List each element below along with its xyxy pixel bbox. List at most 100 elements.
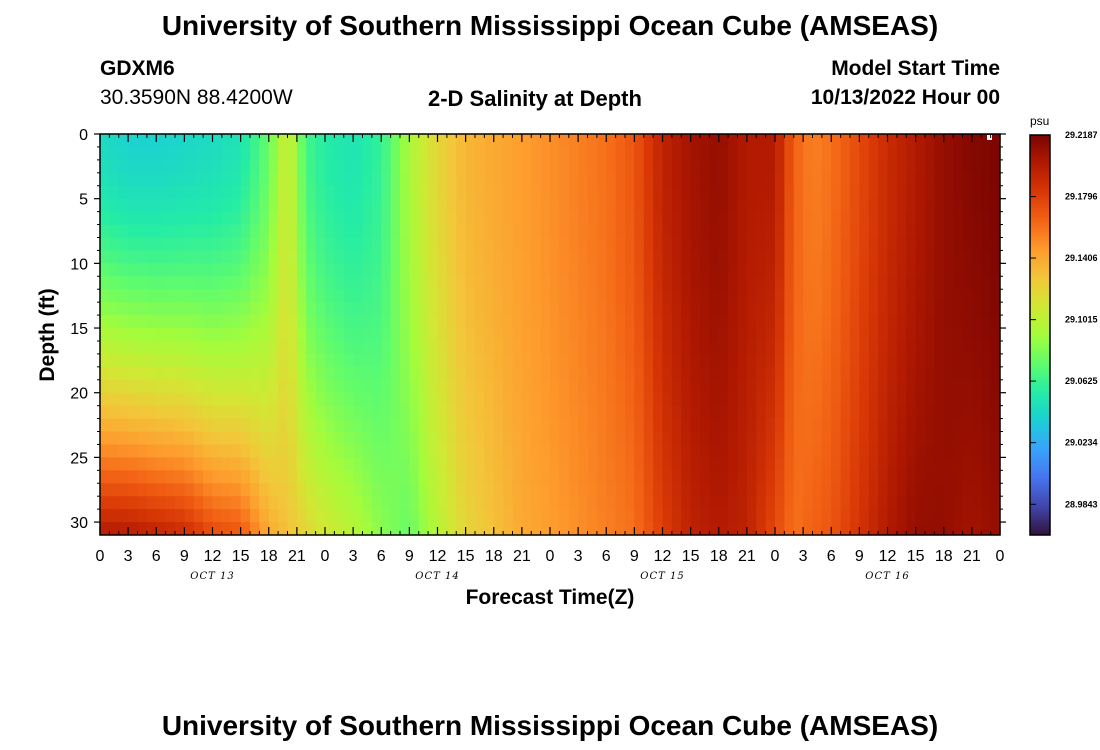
heatmap-cell bbox=[193, 315, 204, 329]
heatmap-cell bbox=[578, 159, 589, 174]
heatmap-cell bbox=[775, 198, 785, 213]
chart-title: University of Southern Mississippi Ocean… bbox=[161, 10, 939, 41]
heatmap-cell bbox=[231, 315, 242, 329]
heatmap-cell bbox=[240, 198, 251, 213]
heatmap-cell bbox=[615, 237, 626, 252]
heatmap-cell bbox=[850, 444, 860, 458]
heatmap-cell bbox=[221, 315, 232, 329]
heatmap-cell bbox=[306, 444, 317, 458]
heatmap-cell bbox=[521, 340, 532, 355]
heatmap-cell bbox=[146, 444, 157, 458]
heatmap-cell bbox=[596, 250, 607, 264]
heatmap-cell bbox=[878, 198, 889, 213]
heatmap-cell bbox=[896, 211, 907, 226]
x-tick-label: 0 bbox=[96, 548, 105, 565]
heatmap-cell bbox=[371, 353, 382, 368]
heatmap-cell bbox=[981, 289, 992, 303]
heatmap-cell bbox=[906, 159, 917, 174]
heatmap-cell bbox=[596, 198, 607, 213]
heatmap-cell bbox=[437, 211, 448, 226]
heatmap-cell bbox=[625, 134, 635, 148]
heatmap-cell bbox=[859, 431, 870, 446]
heatmap-cell bbox=[100, 392, 110, 407]
heatmap-cell bbox=[531, 211, 542, 226]
heatmap-cell bbox=[100, 379, 110, 394]
heatmap-cell bbox=[193, 509, 204, 523]
heatmap-cell bbox=[840, 198, 851, 213]
heatmap-cell bbox=[746, 328, 757, 342]
heatmap-cell bbox=[765, 353, 776, 368]
heatmap-cell bbox=[906, 172, 917, 187]
heatmap-cell bbox=[221, 224, 232, 239]
heatmap-cell bbox=[915, 198, 926, 213]
heatmap-cell bbox=[981, 444, 992, 458]
heatmap-cell bbox=[971, 185, 982, 200]
heatmap-cell bbox=[381, 237, 392, 252]
heatmap-cell bbox=[409, 250, 420, 264]
heatmap-cell bbox=[456, 315, 467, 329]
heatmap-cell bbox=[606, 315, 617, 329]
heatmap-cell bbox=[671, 198, 682, 213]
heatmap-cell bbox=[634, 405, 645, 420]
heatmap-cell bbox=[943, 289, 954, 303]
heatmap-cell bbox=[231, 392, 242, 407]
heatmap-cell bbox=[962, 522, 973, 535]
heatmap-cell bbox=[493, 509, 504, 523]
heatmap-cell bbox=[212, 185, 223, 200]
heatmap-cell bbox=[231, 340, 242, 355]
heatmap-cell bbox=[606, 224, 617, 239]
heatmap-cell bbox=[728, 340, 739, 355]
heatmap-cell bbox=[878, 470, 889, 484]
heatmap-cell bbox=[840, 263, 851, 277]
heatmap-cell bbox=[925, 211, 935, 226]
heatmap-cell bbox=[934, 250, 945, 264]
heatmap-cell bbox=[859, 366, 870, 381]
heatmap-cell bbox=[643, 172, 654, 187]
heatmap-cell bbox=[306, 134, 317, 148]
heatmap-cell bbox=[446, 522, 457, 535]
heatmap-cell bbox=[653, 392, 664, 407]
heatmap-cell bbox=[953, 379, 964, 394]
heatmap-cell bbox=[775, 522, 785, 535]
heatmap-cell bbox=[296, 457, 307, 471]
heatmap-cell bbox=[343, 328, 354, 342]
heatmap-cell bbox=[418, 328, 429, 342]
heatmap-cell bbox=[653, 211, 664, 226]
heatmap-cell bbox=[803, 379, 814, 394]
heatmap-cell bbox=[334, 302, 345, 316]
heatmap-cell bbox=[512, 159, 523, 174]
heatmap-cell bbox=[765, 237, 776, 252]
heatmap-cell bbox=[437, 172, 448, 187]
heatmap-cell bbox=[465, 159, 476, 174]
heatmap-cell bbox=[559, 457, 570, 471]
heatmap-cell bbox=[728, 496, 739, 510]
heatmap-cell bbox=[906, 276, 917, 290]
heatmap-cell bbox=[925, 224, 935, 239]
heatmap-cell bbox=[943, 237, 954, 252]
heatmap-cell bbox=[540, 457, 551, 471]
footer-title: University of Southern Mississippi Ocean… bbox=[161, 710, 939, 741]
heatmap-cell bbox=[212, 392, 223, 407]
heatmap-cell bbox=[353, 418, 364, 433]
heatmap-cell bbox=[953, 134, 964, 148]
heatmap-cell bbox=[709, 185, 720, 200]
heatmap-cell bbox=[156, 340, 167, 355]
heatmap-cell bbox=[700, 315, 710, 329]
heatmap-cell bbox=[118, 522, 129, 535]
heatmap-cell bbox=[821, 522, 832, 535]
heatmap-cell bbox=[503, 250, 514, 264]
heatmap-cell bbox=[671, 470, 682, 484]
heatmap-cell bbox=[100, 457, 110, 471]
heatmap-cell bbox=[240, 405, 251, 420]
heatmap-cell bbox=[175, 276, 185, 290]
heatmap-cell bbox=[606, 134, 617, 148]
heatmap-cell bbox=[971, 250, 982, 264]
heatmap-cell bbox=[540, 431, 551, 446]
heatmap-cell bbox=[100, 172, 110, 187]
heatmap-cell bbox=[221, 185, 232, 200]
heatmap-cell bbox=[925, 444, 935, 458]
heatmap-cell bbox=[240, 340, 251, 355]
heatmap-cell bbox=[493, 405, 504, 420]
heatmap-cell bbox=[653, 315, 664, 329]
heatmap-cell bbox=[709, 366, 720, 381]
